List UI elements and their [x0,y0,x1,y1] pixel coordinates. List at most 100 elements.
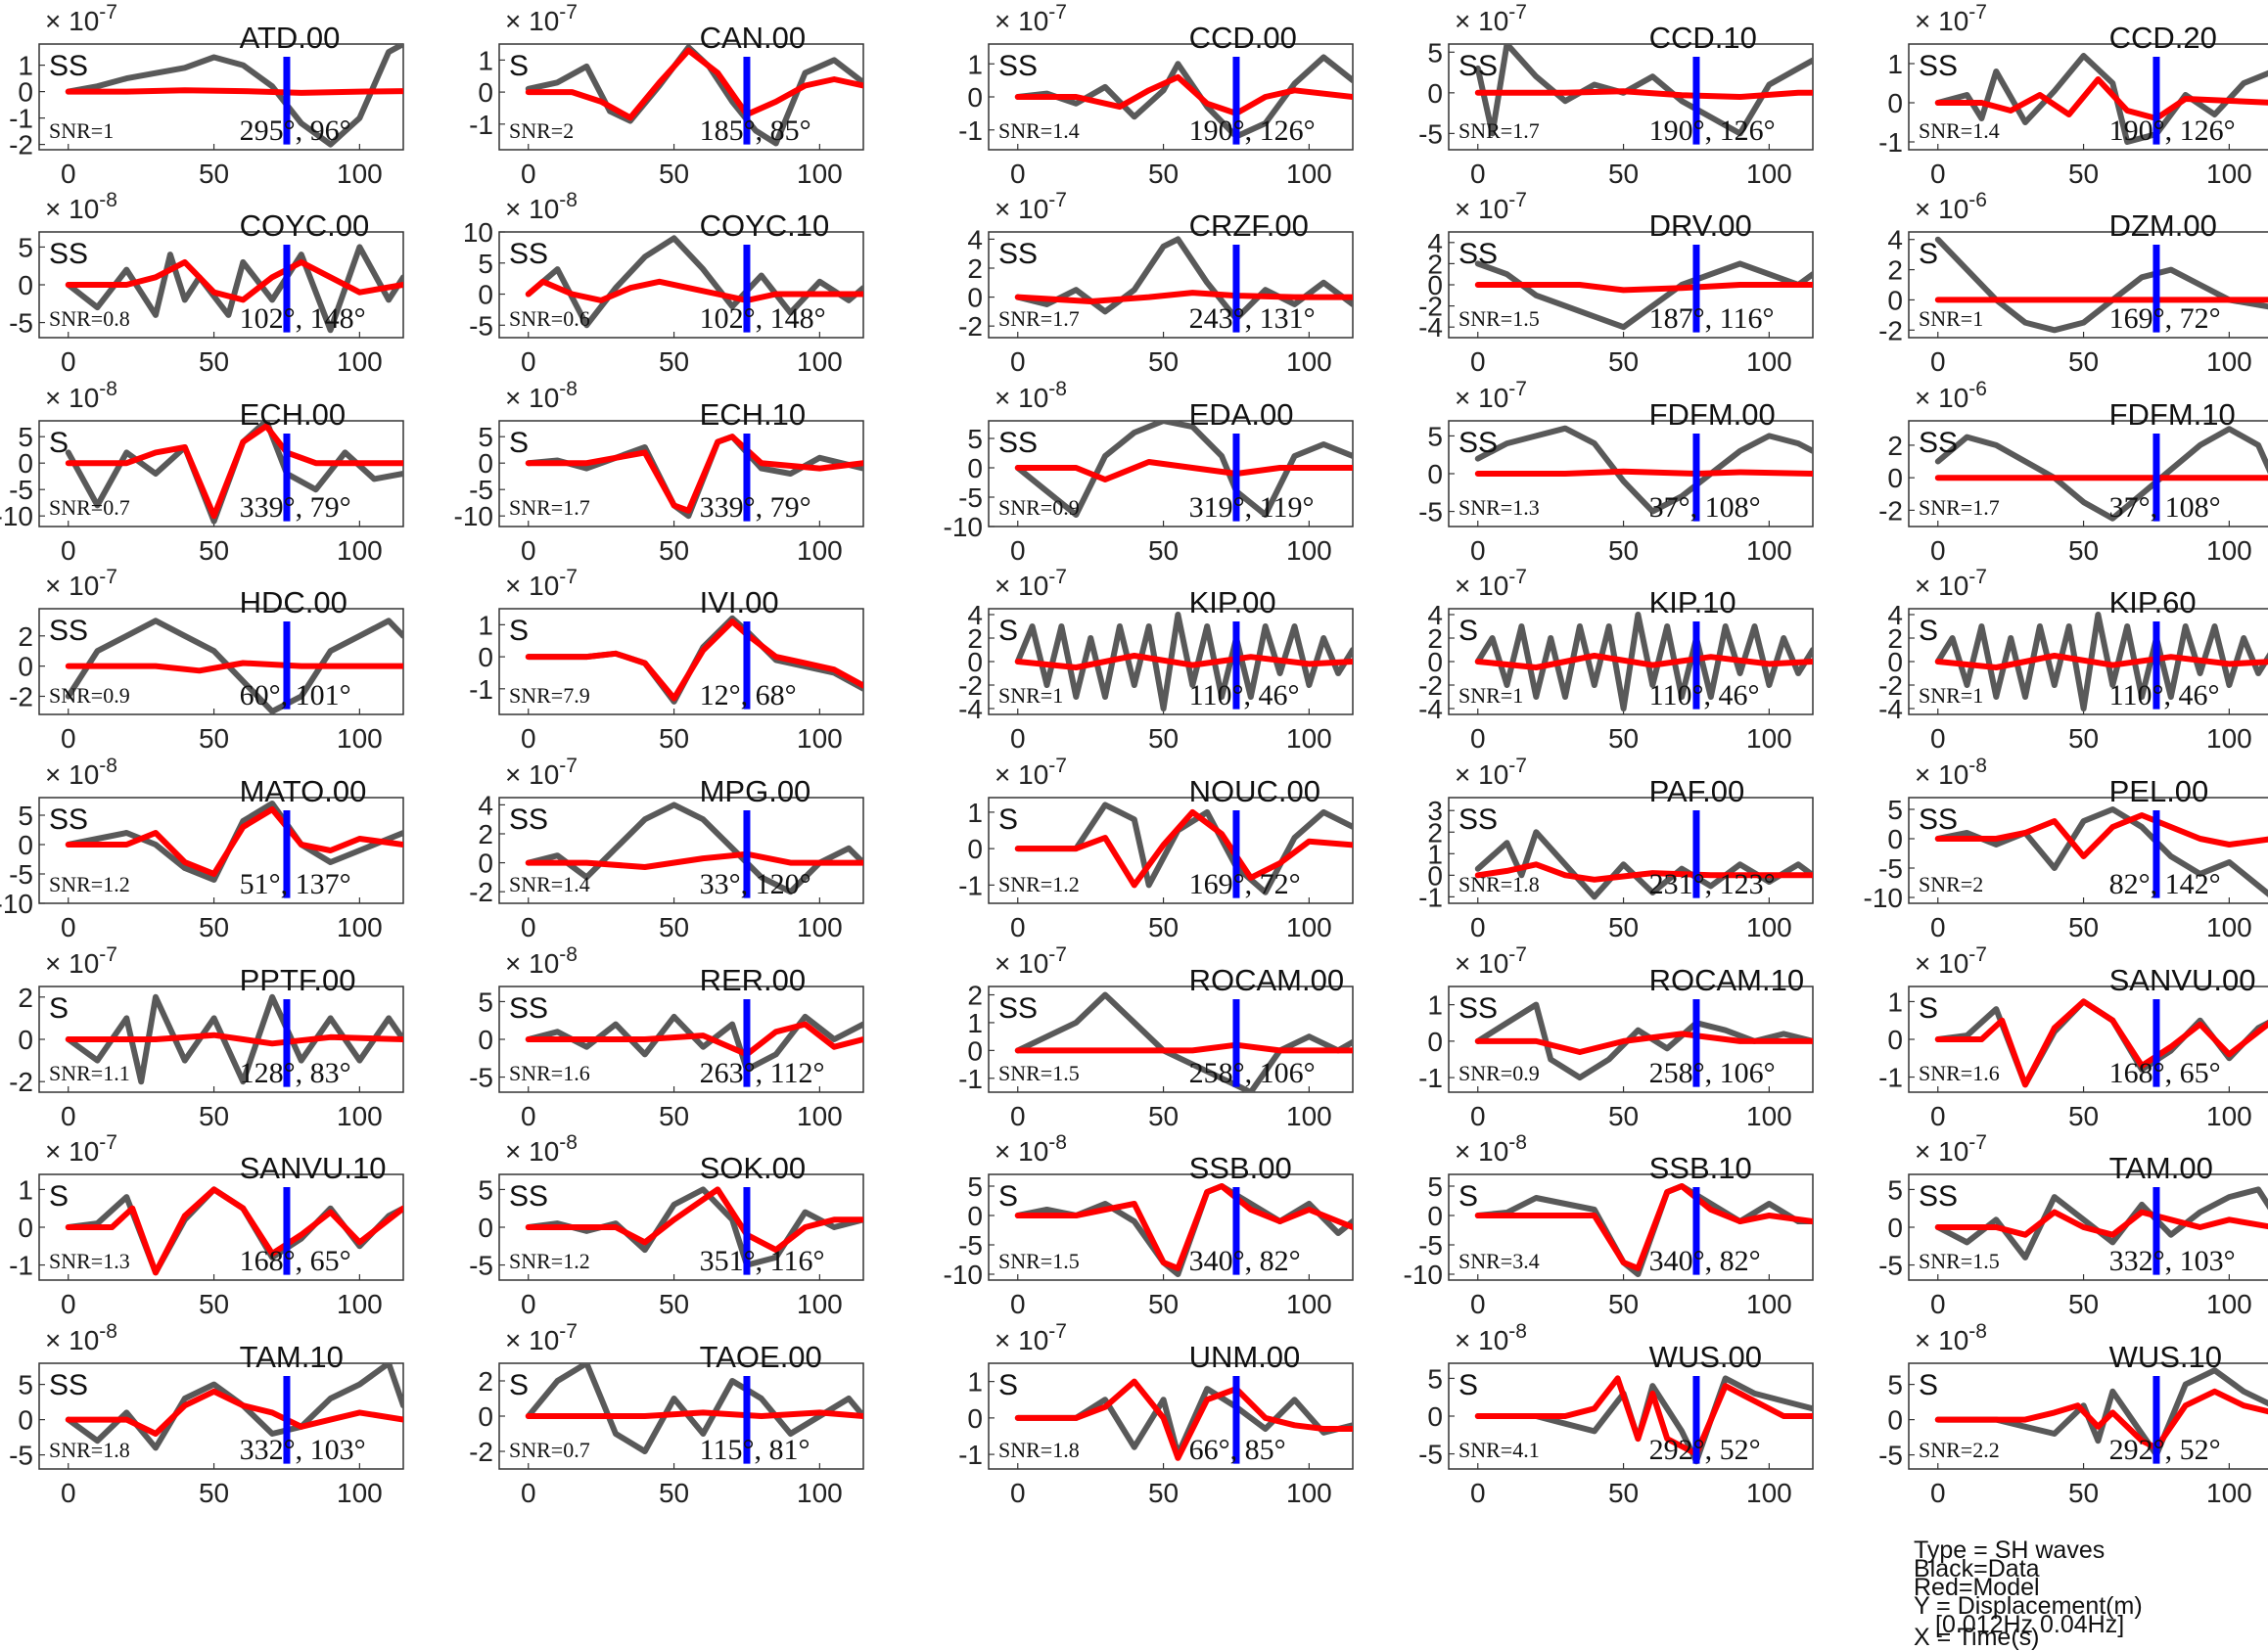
x-tick-label: 0 [521,346,536,377]
y-tick-label: 2 [967,623,983,654]
model-trace [1014,290,1353,304]
model-trace [1474,88,1813,100]
y-exponent-label: × 10-7 [45,1,117,36]
y-tick-label: 2 [18,983,33,1013]
y-tick-label: -1 [1878,127,1903,158]
phase-label: SS [1458,238,1498,270]
model-trace [525,619,863,702]
y-tick-label: -5 [958,482,983,513]
y-tick-label: 0 [967,1403,983,1434]
snr-label: SNR=1.7 [998,306,1080,331]
y-tick-label: -5 [1418,118,1443,149]
data-trace [1014,991,1353,1092]
y-exponent-label: × 10-7 [1455,1,1527,36]
x-tick-label: 50 [1608,1101,1639,1131]
x-tick-label: 0 [61,1101,76,1131]
x-tick-label: 50 [1148,346,1179,377]
station-label: SOK.00 [700,1151,807,1185]
station-label: ECH.00 [240,397,347,432]
y-tick-label: 5 [967,424,983,454]
phase-label: SS [509,803,548,836]
y-tick-label: -2 [1878,670,1903,701]
angles-label: 185°, 85° [700,115,811,147]
x-tick-label: 100 [337,1289,383,1319]
y-tick-label: 5 [1427,421,1443,451]
panel-rocam-10: 0 50 100 1 0 -1 × 10-7 ROCAM.10 SS SNR=0.9 258°, 1… [1418,943,1814,1131]
x-tick-label: 100 [337,1478,383,1508]
angles-label: 115°, 81° [700,1434,810,1466]
angles-label: 168°, 65° [240,1245,351,1277]
x-tick-label: 50 [199,535,229,566]
y-tick-label: 0 [1887,285,1903,315]
snr-label: SNR=1.2 [998,872,1080,896]
x-tick-label: 0 [1470,535,1486,566]
data-trace [1934,612,2268,711]
x-tick-label: 100 [797,1289,843,1319]
y-tick-label: -5 [469,310,493,341]
data-trace [1474,260,1813,331]
snr-label: SNR=1.4 [1919,118,2000,143]
y-tick-label: 5 [1887,1370,1903,1400]
snr-label: SNR=1.6 [1919,1061,2000,1085]
angles-label: 168°, 65° [2109,1057,2221,1089]
x-tick-label: 50 [199,1289,229,1319]
phase-label: S [509,1369,529,1401]
phase-label: SS [1458,427,1498,459]
snr-label: SNR=1.7 [509,495,590,520]
y-tick-label: -1 [1878,1063,1903,1093]
snr-label: SNR=1 [1458,683,1523,708]
station-label: MPG.00 [700,774,811,808]
y-tick-label: 1 [967,1008,983,1038]
snr-label: SNR=1.7 [1919,495,2000,520]
y-tick-label: 2 [1887,255,1903,286]
angles-label: 339°, 79° [240,491,351,524]
model-trace [65,87,403,96]
x-tick-label: 100 [337,723,383,754]
y-tick-label: 4 [478,790,493,820]
model-trace [1934,998,2268,1088]
x-tick-label: 100 [337,912,383,942]
x-tick-label: 100 [1286,346,1332,377]
model-trace [1014,459,1353,482]
data-trace [1474,425,1813,515]
angles-label: 110°, 46° [2109,679,2220,711]
model-trace [525,278,863,303]
x-tick-label: 0 [521,723,536,754]
y-tick-label: 5 [18,1370,33,1400]
snr-label: SNR=1.3 [1458,495,1540,520]
y-tick-label: -5 [1878,1251,1903,1281]
axes-frame [1448,43,1814,151]
y-exponent-label: × 10-7 [1455,189,1527,224]
x-tick-label: 100 [2206,723,2252,754]
angles-label: 128°, 83° [240,1057,351,1089]
y-tick-label: 0 [18,830,33,860]
x-tick-label: 50 [199,1101,229,1131]
y-tick-label: 0 [1427,1401,1443,1432]
station-label: RER.00 [700,963,807,997]
y-exponent-label: × 10-6 [1915,378,1987,413]
data-trace [1474,612,1813,711]
axes-frame [498,797,864,904]
y-exponent-label: × 10-8 [505,943,578,979]
model-trace [1014,1378,1353,1461]
x-tick-label: 0 [1470,723,1486,754]
y-tick-label: -5 [1418,497,1443,527]
phase-label: SS [1919,50,1958,82]
x-tick-label: 0 [1010,1101,1026,1131]
snr-label: SNR=0.9 [49,683,130,708]
y-tick-label: -5 [9,1441,33,1471]
data-trace [1934,1186,2268,1261]
y-tick-label: 2 [1427,817,1443,848]
y-tick-label: 3 [1427,796,1443,826]
phase-label: SS [49,803,88,836]
model-trace [1934,76,2268,121]
angles-label: 51°, 137° [240,868,351,900]
angles-label: 332°, 103° [2109,1245,2236,1277]
y-tick-label: 4 [967,600,983,630]
phase-label: S [1919,615,1938,647]
y-tick-label: -5 [469,1063,493,1093]
